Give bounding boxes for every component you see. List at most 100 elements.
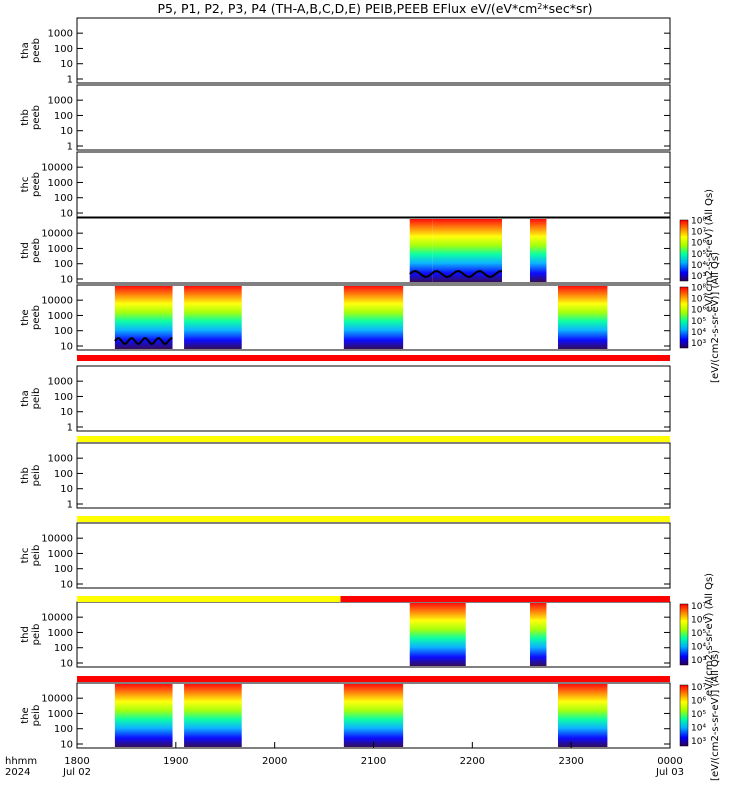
panel-thc-peib: 10 100 1000 10000 thc peib bbox=[20, 522, 671, 591]
y-tick-label: 100 bbox=[54, 193, 73, 204]
colorbar-label: 10⁶ bbox=[691, 239, 706, 249]
spectrogram-burst bbox=[409, 219, 433, 282]
y-label-species: peib bbox=[31, 624, 42, 646]
panel-thb-peeb: 1 10 100 1000 thb peeb bbox=[20, 84, 671, 153]
y-tick-label: 1 bbox=[67, 423, 73, 434]
y-tick-label: 10 bbox=[60, 342, 73, 353]
colorbar-label: 10⁴ bbox=[691, 723, 706, 733]
x-tick-label: 1800 bbox=[64, 756, 89, 767]
colorbar-label: 10⁴ bbox=[691, 642, 706, 652]
colorbar: 10³ 10⁴ 10⁵ 10⁶ 10⁷ [eV/(cm2-s-sr-eV)] (All Q… bbox=[679, 650, 721, 781]
colorbar-title: eV/(cm2-s-sr-eV) (All Qs) bbox=[704, 573, 715, 696]
y-tick-label: 100 bbox=[54, 564, 73, 575]
y-label-species: peeb bbox=[31, 172, 42, 197]
panel-thd-peib: 10 100 1000 10000 thd peib bbox=[20, 601, 671, 670]
y-tick-label: 100 bbox=[54, 326, 73, 337]
y-tick-label: 1000 bbox=[48, 178, 73, 189]
status-bar-segment bbox=[340, 596, 670, 602]
y-tick-label: 10 bbox=[60, 209, 73, 220]
y-label-species: peeb bbox=[31, 305, 42, 330]
colorbar-label: 10⁸ bbox=[691, 217, 706, 227]
colorbar-label: 10³ bbox=[691, 339, 706, 349]
y-tick-label: 1 bbox=[67, 142, 73, 153]
colorbar-label: 10⁶ bbox=[691, 696, 706, 706]
y-tick-label: 1 bbox=[67, 75, 73, 86]
panel-frame bbox=[76, 442, 671, 509]
y-tick-label: 1000 bbox=[48, 549, 73, 560]
y-label-probe: thb bbox=[20, 467, 31, 484]
y-label-species: peib bbox=[31, 705, 42, 727]
x-tick-label: 2300 bbox=[558, 756, 583, 767]
y-label-probe: tha bbox=[20, 42, 31, 58]
colorbar-label: 10⁴ bbox=[691, 328, 706, 338]
y-tick-label: 10000 bbox=[41, 163, 73, 174]
colorbar-title: [eV/(cm2-s-sr-eV)] (All Qs) bbox=[710, 650, 721, 781]
x-axis-footer: hhmm 2024 Jul 02 Jul 03 bbox=[5, 756, 684, 778]
y-label-species: peib bbox=[31, 545, 42, 567]
x-axis-date-end: Jul 03 bbox=[655, 767, 684, 778]
y-label-probe: the bbox=[20, 707, 31, 723]
colorbar-swatch bbox=[679, 684, 689, 747]
y-tick-label: 100 bbox=[54, 111, 73, 122]
panel-frame bbox=[76, 84, 671, 151]
spectrogram-burst bbox=[529, 219, 547, 282]
y-tick-label: 1000 bbox=[48, 454, 73, 465]
panel-frame bbox=[76, 151, 671, 218]
spectrogram-burst bbox=[343, 684, 404, 747]
colorbar-label: 10⁵ bbox=[691, 317, 706, 327]
y-tick-label: 100 bbox=[54, 724, 73, 735]
spacecraft-potential-trace bbox=[409, 270, 503, 279]
colorbar-title: eV/(cm2-s-sr-eV) (All Qs) bbox=[704, 189, 715, 312]
y-tick-label: 1 bbox=[67, 500, 73, 511]
spectrogram-burst bbox=[557, 286, 608, 349]
colorbar-label: 10⁴ bbox=[691, 261, 706, 271]
spectrogram-burst bbox=[557, 684, 608, 747]
y-label-probe: thd bbox=[20, 626, 31, 643]
spectrogram-burst bbox=[114, 684, 173, 747]
panel-thd-peeb: 10 100 1000 10000 thd peeb bbox=[20, 217, 671, 286]
spectrogram-burst bbox=[343, 286, 404, 349]
spacecraft-potential-trace bbox=[114, 336, 173, 346]
colorbar-label: 10³ bbox=[691, 737, 706, 747]
x-axis-row2-label: 2024 bbox=[5, 767, 30, 778]
x-tick-label: 2200 bbox=[460, 756, 485, 767]
panel-tha-peib: 1 10 100 1000 tha peib bbox=[20, 365, 671, 434]
spectrogram-burst bbox=[529, 603, 547, 666]
y-label-species: peeb bbox=[31, 105, 42, 130]
y-tick-label: 1000 bbox=[48, 29, 73, 40]
colorbar-label: 10⁵ bbox=[691, 250, 706, 260]
y-label-probe: thc bbox=[20, 548, 31, 564]
colorbar-label: 10³ bbox=[691, 272, 706, 282]
y-tick-label: 10 bbox=[60, 407, 73, 418]
y-tick-label: 100 bbox=[54, 643, 73, 654]
y-tick-label: 10 bbox=[60, 580, 73, 591]
status-bar-segment bbox=[77, 676, 670, 682]
spectrogram-burst bbox=[184, 286, 242, 349]
y-tick-label: 10000 bbox=[41, 613, 73, 624]
y-tick-label: 100 bbox=[54, 469, 73, 480]
colorbar-label: 10⁷ bbox=[691, 228, 706, 238]
status-bar-segment bbox=[77, 355, 670, 361]
colorbar-swatch bbox=[679, 603, 689, 666]
y-label-probe: thc bbox=[20, 177, 31, 193]
colorbar-label: 10⁸ bbox=[691, 284, 706, 294]
x-tick-label: 1900 bbox=[163, 756, 188, 767]
x-tick-label: 0000 bbox=[657, 756, 682, 767]
x-tick-label: 2000 bbox=[262, 756, 287, 767]
spectrogram-burst bbox=[432, 219, 502, 282]
colorbar-label: 10⁵ bbox=[691, 629, 706, 639]
panel-frame bbox=[76, 522, 671, 589]
panel-frame bbox=[76, 284, 671, 351]
spectrogram-burst bbox=[184, 684, 242, 747]
colorbar-label: 10⁶ bbox=[691, 306, 706, 316]
y-tick-label: 10000 bbox=[41, 534, 73, 545]
y-tick-label: 1000 bbox=[48, 311, 73, 322]
colorbar-swatch bbox=[679, 286, 689, 349]
panel-thb-peib: 1 10 100 1000 thb peib bbox=[20, 442, 671, 511]
